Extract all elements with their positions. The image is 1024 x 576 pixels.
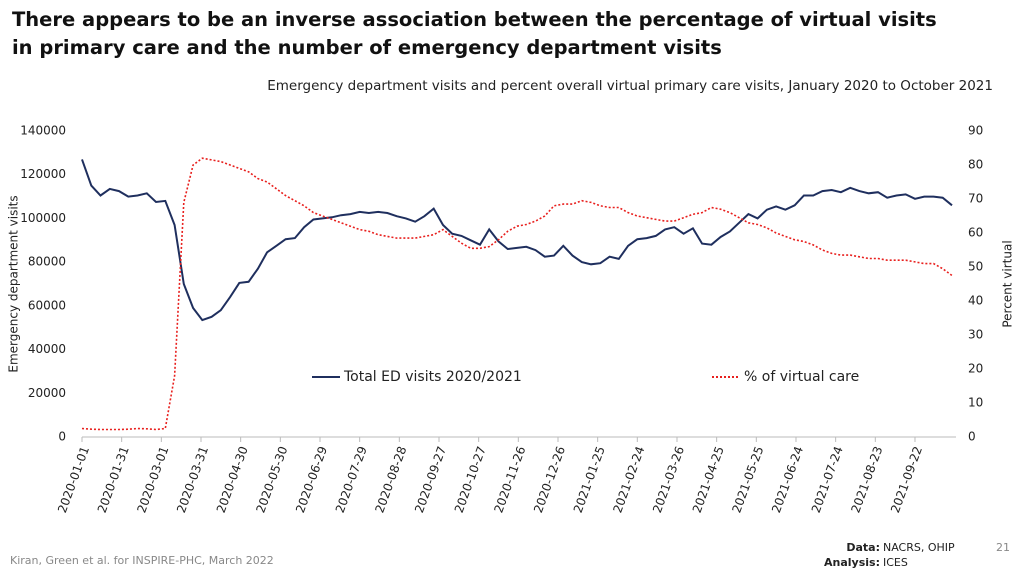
- x-tick-label: 2020-11-26: [491, 444, 528, 514]
- legend-label: % of virtual care: [744, 369, 859, 385]
- y-tick-label: 120000: [20, 167, 66, 181]
- x-tick-label: 2020-10-27: [452, 444, 489, 514]
- y-tick-label: 80000: [28, 255, 66, 269]
- y-axis-label: Emergency department visits: [7, 195, 21, 372]
- y2-tick-label: 40: [968, 294, 983, 308]
- x-tick-label: 2020-06-29: [293, 444, 330, 514]
- page-number: 21: [996, 541, 1010, 554]
- x-tick-label: 2020-03-01: [134, 444, 171, 514]
- x-tick-label: 2020-09-27: [412, 444, 449, 514]
- legend-label: Total ED visits 2020/2021: [343, 369, 522, 385]
- y-tick-label: 140000: [20, 124, 66, 138]
- y-tick-label: 20000: [28, 386, 66, 400]
- y2-tick-label: 60: [968, 226, 983, 240]
- y-tick-label: 40000: [28, 342, 66, 356]
- series-line: [81, 157, 953, 431]
- y2-tick-label: 20: [968, 362, 983, 376]
- data-value: NACRS, OHIP: [883, 541, 955, 554]
- analysis-key: Analysis:: [824, 556, 880, 569]
- x-tick-label: 2021-05-25: [729, 444, 766, 514]
- x-tick-label: 2021-08-23: [848, 444, 885, 514]
- credit: Kiran, Green et al. for INSPIRE-PHC, Mar…: [10, 554, 274, 567]
- x-tick-label: 2020-04-30: [214, 444, 251, 514]
- y-tick-label: 100000: [20, 211, 66, 225]
- x-tick-label: 2021-07-24: [809, 444, 846, 514]
- y2-tick-label: 30: [968, 328, 983, 342]
- x-tick-label: 2020-08-28: [372, 444, 409, 514]
- y2-tick-label: 0: [968, 430, 976, 444]
- x-tick-label: 2021-04-25: [690, 444, 727, 514]
- x-tick-label: 2021-09-22: [888, 444, 925, 514]
- x-tick-label: 2021-01-25: [571, 444, 608, 514]
- x-tick-label: 2020-12-26: [531, 444, 568, 514]
- x-tick-label: 2021-02-24: [610, 444, 647, 514]
- y2-axis-label: Percent virtual: [1001, 240, 1015, 327]
- y2-tick-label: 70: [968, 192, 983, 206]
- x-tick-label: 2020-05-30: [253, 444, 290, 514]
- y-tick-label: 0: [58, 430, 66, 444]
- x-tick-label: 2020-07-29: [333, 444, 370, 514]
- y2-tick-label: 80: [968, 158, 983, 172]
- x-tick-label: 2020-03-31: [174, 444, 211, 514]
- analysis-value: ICES: [883, 556, 908, 569]
- x-tick-label: 2020-01-01: [55, 444, 92, 514]
- y2-tick-label: 10: [968, 396, 983, 410]
- y-tick-label: 60000: [28, 298, 66, 312]
- y2-tick-label: 50: [968, 260, 983, 274]
- chart-subtitle: Emergency department visits and percent …: [267, 78, 993, 94]
- data-key: Data:: [846, 541, 880, 554]
- slide-title: There appears to be an inverse associati…: [12, 8, 937, 59]
- x-tick-label: 2020-01-31: [95, 444, 132, 514]
- series-line: [81, 159, 953, 322]
- x-tick-label: 2021-03-26: [650, 444, 687, 514]
- x-tick-label: 2021-06-24: [769, 444, 806, 514]
- y2-tick-label: 90: [968, 124, 983, 138]
